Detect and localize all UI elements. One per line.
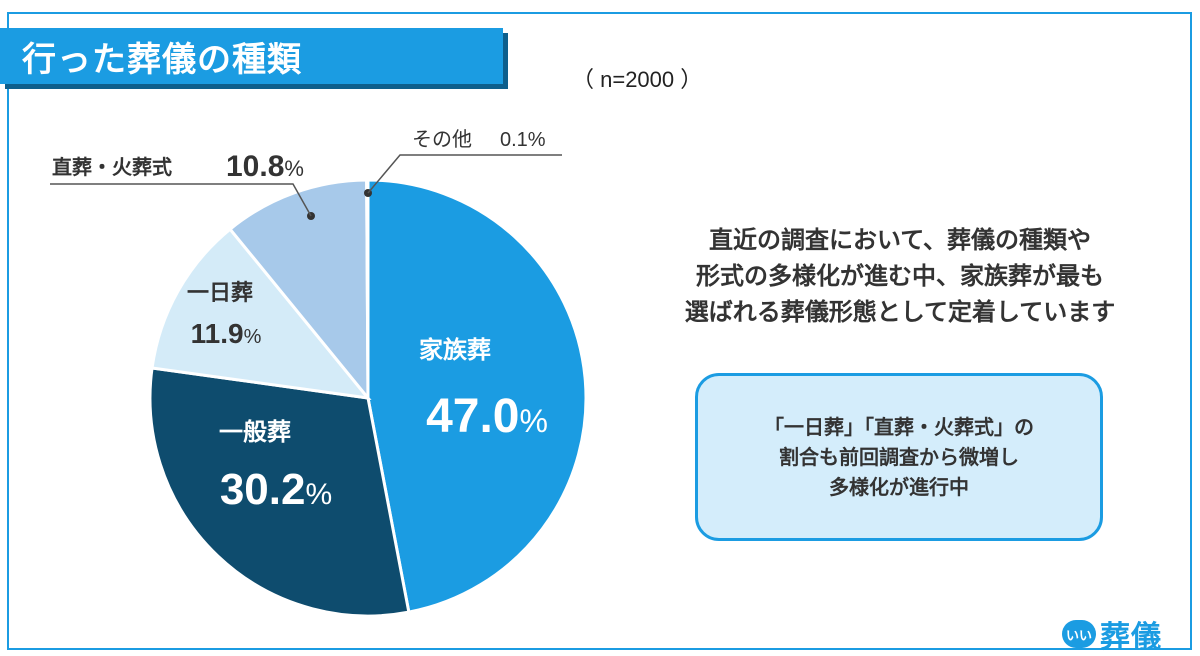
callout-line: 多様化が進行中 [829,475,969,499]
pie-slice-1 [148,366,411,618]
slice-label-1: 一般葬 [219,418,291,446]
slice-value-0: 47.0% [426,390,548,443]
pie-slice-3 [227,178,370,403]
summary-line: 選ばれる葬儀形態として定着しています [684,298,1116,326]
pie-slice-4 [365,178,370,399]
pie-slice-2 [150,227,372,401]
slice-value-3: 10.8% [226,150,304,183]
slice-label-3: 直葬・火葬式 [52,155,172,179]
leader-line-3 [50,183,312,217]
title-banner: 行った葬儀の種類 [0,28,503,84]
slice-value-2: 11.9% [191,318,262,349]
summary-line: 形式の多様化が進む中、家族葬が最も [696,262,1104,290]
logo-text: 葬儀 [1100,620,1162,655]
slice-label-2: 一日葬 [187,280,253,305]
pie-slice-0 [366,178,588,614]
slice-value-4: 0.1% [500,129,546,151]
sample-size-note: （ n=2000 ） [572,67,703,92]
logo-badge: いい [1062,620,1096,648]
chart-title: 行った葬儀の種類 [22,39,302,80]
summary-line: 直近の調査において、葬儀の種類や [708,226,1092,254]
slice-label-4: その他 [412,128,472,151]
slice-label-0: 家族葬 [419,336,491,364]
callout-line: 割合も前回調査から微増し [779,445,1019,469]
leader-line-4 [367,154,562,194]
slide-frame [7,12,1192,650]
callout-box: 「一日葬」「直葬・火葬式」の 割合も前回調査から微増し 多様化が進行中 [695,373,1103,541]
callout-line: 「一日葬」「直葬・火葬式」の [764,415,1034,439]
brand-logo: いい 葬儀 [1062,612,1162,656]
slice-value-1: 30.2% [220,465,332,514]
summary-text: 直近の調査において、葬儀の種類や 形式の多様化が進む中、家族葬が最も 選ばれる葬… [640,222,1160,330]
